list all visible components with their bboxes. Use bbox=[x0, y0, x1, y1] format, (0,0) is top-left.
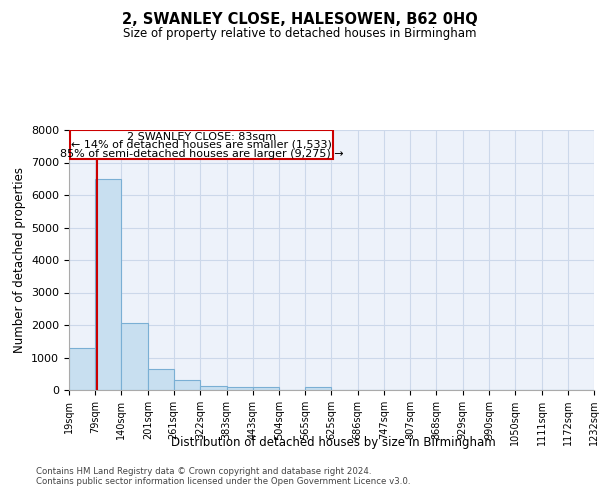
Text: Contains public sector information licensed under the Open Government Licence v3: Contains public sector information licen… bbox=[36, 477, 410, 486]
Bar bbox=[227, 387, 253, 390]
Bar bbox=[148, 369, 174, 390]
Text: 85% of semi-detached houses are larger (9,275) →: 85% of semi-detached houses are larger (… bbox=[60, 149, 343, 159]
Y-axis label: Number of detached properties: Number of detached properties bbox=[13, 167, 26, 353]
Bar bbox=[95, 179, 121, 390]
Bar bbox=[200, 386, 227, 390]
Bar bbox=[121, 324, 148, 390]
Text: Distribution of detached houses by size in Birmingham: Distribution of detached houses by size … bbox=[170, 436, 496, 449]
Bar bbox=[174, 380, 200, 390]
Text: Size of property relative to detached houses in Birmingham: Size of property relative to detached ho… bbox=[123, 28, 477, 40]
Text: 2 SWANLEY CLOSE: 83sqm: 2 SWANLEY CLOSE: 83sqm bbox=[127, 132, 276, 141]
Bar bbox=[69, 348, 95, 390]
Bar bbox=[305, 388, 331, 390]
Text: ← 14% of detached houses are smaller (1,533): ← 14% of detached houses are smaller (1,… bbox=[71, 140, 332, 149]
Text: 2, SWANLEY CLOSE, HALESOWEN, B62 0HQ: 2, SWANLEY CLOSE, HALESOWEN, B62 0HQ bbox=[122, 12, 478, 28]
Text: Contains HM Land Registry data © Crown copyright and database right 2024.: Contains HM Land Registry data © Crown c… bbox=[36, 467, 371, 476]
FancyBboxPatch shape bbox=[70, 130, 334, 159]
Bar bbox=[253, 388, 279, 390]
